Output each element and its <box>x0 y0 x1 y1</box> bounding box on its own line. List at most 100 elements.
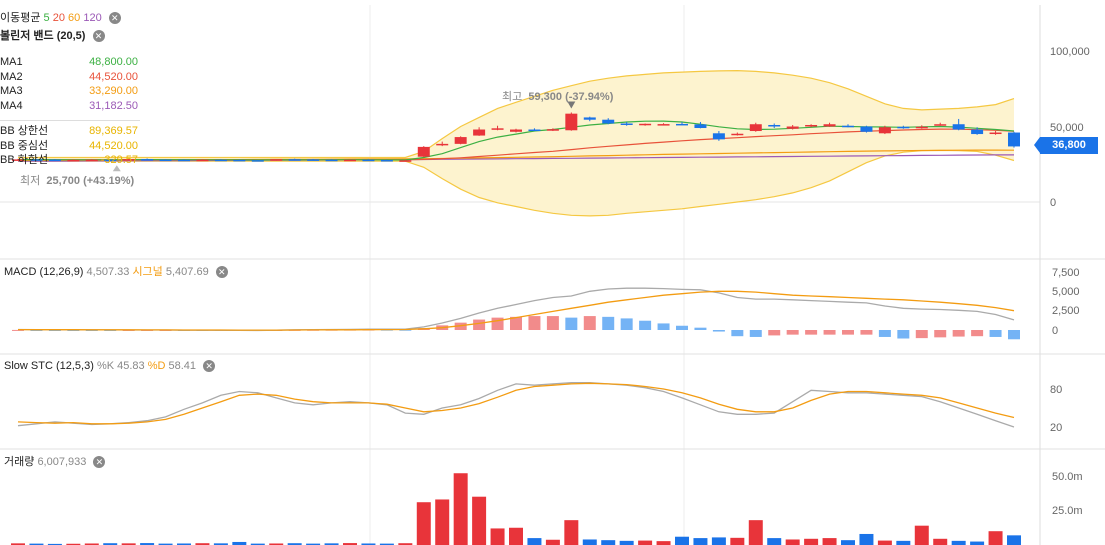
candle-body <box>67 159 80 162</box>
close-icon[interactable]: ✕ <box>215 266 228 279</box>
volume-bar <box>29 543 44 545</box>
bb-row-label: BB 상한선 <box>0 125 49 137</box>
volume-bar <box>896 540 911 545</box>
current-price-tag: 36,800 <box>1034 137 1098 154</box>
candle-body <box>344 159 356 162</box>
volume-bar <box>11 543 25 545</box>
candle-body <box>288 159 301 161</box>
candle-body <box>878 127 891 134</box>
candle-body <box>805 124 818 127</box>
candle-body <box>712 133 725 140</box>
candle-body <box>952 124 965 130</box>
volume-bar <box>804 538 819 545</box>
volume-bar <box>693 538 708 545</box>
candle-body <box>178 159 190 162</box>
bb-legend-title: 볼린저 밴드 (20,5) <box>0 30 86 42</box>
macd-hist-bar <box>399 329 412 331</box>
volume-bar <box>398 543 413 545</box>
volume-bar <box>213 543 228 545</box>
ma-row: MA2 44,520.00 <box>0 70 140 84</box>
candle-body <box>639 123 652 126</box>
bollinger-upper-line <box>18 69 1015 159</box>
volume-panel <box>11 473 1021 545</box>
volume-bar <box>545 539 560 545</box>
candle-body <box>325 159 338 162</box>
volume-bar <box>158 543 173 545</box>
macd-hist-bar <box>12 329 24 331</box>
macd-hist-bar <box>528 316 541 330</box>
close-icon[interactable]: ✕ <box>92 30 105 43</box>
volume-bar <box>287 543 302 545</box>
macd-signal-line <box>17 290 1015 331</box>
volume-bar <box>379 543 394 545</box>
volume-bar <box>84 543 99 545</box>
macd-hist-bar <box>712 330 725 332</box>
candle-body <box>270 159 283 161</box>
candle-body <box>48 159 61 162</box>
volume-bar <box>1007 535 1021 545</box>
candle-body <box>473 129 486 136</box>
bb-row-value: -329.57 <box>100 154 138 166</box>
ma-row-label: MA2 <box>0 70 23 83</box>
stc-axis-label: 20 <box>1050 422 1062 434</box>
bb-legend: 볼린저 밴드 (20,5) ✕ <box>0 30 105 43</box>
close-icon[interactable]: ✕ <box>203 360 216 373</box>
ma-row-label: MA4 <box>0 99 23 112</box>
volume-bar <box>121 543 136 545</box>
candle-body <box>528 129 541 132</box>
macd-value: 4,507.33 <box>86 266 130 278</box>
macd-hist-bar <box>48 330 61 331</box>
candle-body <box>85 159 98 162</box>
ma-row: MA1 48,800.00 <box>0 55 140 69</box>
high-marker: 최고 59,300 (-37.94%) <box>502 91 613 104</box>
volume-bar <box>767 538 782 545</box>
candle-body <box>30 159 43 161</box>
macd-axis-label: 0 <box>1052 325 1058 337</box>
volume-bar <box>822 538 837 545</box>
ma-period-5: 5 <box>43 12 53 24</box>
candle-body <box>122 159 135 161</box>
candle-body <box>233 159 246 162</box>
candle-body <box>860 126 873 132</box>
candle-body <box>251 160 264 162</box>
close-icon[interactable]: ✕ <box>108 12 121 25</box>
close-icon[interactable]: ✕ <box>93 456 106 469</box>
candle-body <box>307 159 320 161</box>
volume-bar <box>711 537 726 545</box>
candle-body <box>491 128 504 130</box>
macd-signal-label: 시그널 <box>132 266 163 278</box>
candle-body <box>399 160 412 162</box>
volume-bar <box>269 543 284 545</box>
volume-bar <box>306 543 321 545</box>
macd-hist-bar <box>749 330 762 337</box>
ma-row-value: 33,290.00 <box>89 85 138 97</box>
volume-bar <box>509 527 523 545</box>
macd-hist-bar <box>583 316 596 330</box>
ma-legend-title: 이동평균 <box>0 12 41 24</box>
macd-hist-bar <box>657 323 670 330</box>
bb-row-label: BB 중심선 <box>0 139 49 152</box>
stc-d-label: %D <box>147 360 166 372</box>
candle-body <box>104 159 117 162</box>
volume-bar <box>47 543 62 545</box>
bb-row-label: BB 하한선 <box>0 154 49 166</box>
candle-body <box>897 126 910 129</box>
candle-body <box>934 124 947 126</box>
volume-bar <box>453 473 468 545</box>
candlesticks <box>12 101 1020 172</box>
ma-row-label: MA1 <box>0 56 23 68</box>
volume-bar <box>877 540 892 545</box>
macd-hist-bar <box>842 330 854 335</box>
volume-bar <box>195 543 210 545</box>
stc-k-value: 45.83 <box>117 360 145 372</box>
volume-bar <box>250 543 265 545</box>
candle-body <box>915 126 928 129</box>
high-value: 59,300 (-37.94%) <box>528 91 614 103</box>
macd-hist-bar <box>30 329 43 331</box>
volume-bar <box>527 538 542 545</box>
candle-body <box>362 159 375 162</box>
volume-legend: 거래량 6,007,933 ✕ <box>4 456 106 469</box>
volume-bar <box>748 520 763 545</box>
candle-body <box>989 132 1002 135</box>
